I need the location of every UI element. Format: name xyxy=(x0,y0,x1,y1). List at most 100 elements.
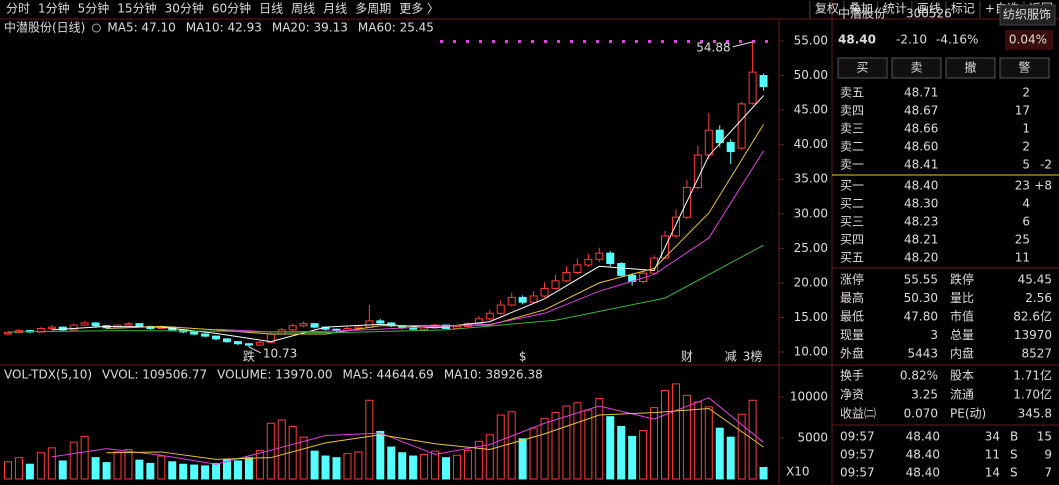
trade-button[interactable] xyxy=(999,57,1050,79)
price: 48.40 xyxy=(838,33,876,47)
book-label: 卖四 xyxy=(840,104,864,118)
limit-marker xyxy=(739,40,742,43)
tab[interactable]: 30分钟 xyxy=(165,1,204,16)
toolbar-button[interactable]: 叠加 xyxy=(849,2,873,16)
candle-body xyxy=(540,287,549,297)
stat-value: 2.56 xyxy=(1025,291,1052,305)
trade-price: 48.40 xyxy=(906,466,940,480)
limit-marker xyxy=(765,40,768,43)
sector[interactable]: 纺织服饰 xyxy=(1003,8,1051,22)
event-marker[interactable]: 跌 xyxy=(243,349,255,364)
volume-bar xyxy=(409,455,418,480)
volume-bar xyxy=(737,413,746,480)
book-price: 48.60 xyxy=(904,140,938,154)
candle-body xyxy=(233,341,242,345)
stat-value: 8527 xyxy=(1021,347,1052,361)
trade-count: 15 xyxy=(1037,430,1052,444)
trade-button-label[interactable]: 卖 xyxy=(910,61,922,75)
volume-bar xyxy=(47,447,56,480)
trade-price: 48.40 xyxy=(906,448,940,462)
trade-button-label[interactable]: 警 xyxy=(1018,60,1030,75)
volume-bar xyxy=(518,438,527,480)
book-volume: 17 xyxy=(1015,104,1030,118)
tab[interactable]: 15分钟 xyxy=(117,1,156,16)
tab[interactable]: 周线 xyxy=(291,2,315,16)
trade-button-label[interactable]: 买 xyxy=(856,61,868,75)
book-label: 买五 xyxy=(840,251,864,265)
volume-bar xyxy=(595,398,604,480)
trade-button[interactable] xyxy=(945,57,996,79)
stat-label: 内盘 xyxy=(950,346,974,361)
tab[interactable]: 分时 xyxy=(6,2,30,16)
event-marker[interactable]: 财 xyxy=(681,350,693,364)
candle-body xyxy=(47,326,56,330)
limit-marker xyxy=(466,40,469,43)
y-tick-label: 25.00 xyxy=(794,241,828,255)
ratio-box xyxy=(1005,30,1053,50)
volume-bar xyxy=(157,455,166,480)
volume-bar xyxy=(485,434,494,480)
settings-icon[interactable] xyxy=(91,23,101,33)
limit-marker xyxy=(492,40,495,43)
tab[interactable]: 日线 xyxy=(259,2,283,16)
volume-bar xyxy=(704,406,713,480)
book-price: 48.20 xyxy=(904,251,938,265)
volume-bar xyxy=(606,416,615,480)
candle-body xyxy=(212,335,221,340)
stat-value: 55.55 xyxy=(904,273,938,287)
event-marker[interactable]: $ xyxy=(519,350,527,364)
candle-body xyxy=(551,280,560,289)
toolbar-button[interactable]: 复权 xyxy=(815,2,839,16)
tab[interactable]: 更多 〉 xyxy=(399,2,439,16)
volume-bar xyxy=(69,441,78,480)
info-label: 净资 xyxy=(840,388,864,402)
y-tick-label: 10.00 xyxy=(794,345,828,359)
y-tick-label: 20.00 xyxy=(794,275,828,289)
info-label: 股本 xyxy=(950,369,974,383)
limit-marker xyxy=(479,40,482,43)
book-label: 卖一 xyxy=(840,158,864,172)
book-price: 48.41 xyxy=(904,158,938,172)
candle-body xyxy=(584,258,593,266)
tab[interactable]: 60分钟 xyxy=(212,1,251,16)
volume-bar xyxy=(562,405,571,480)
tab[interactable]: 月线 xyxy=(323,2,347,16)
volume-legend: MA5: 44644.69 xyxy=(343,368,434,382)
tab[interactable]: 多周期 xyxy=(355,2,391,16)
info-label: PE(动) xyxy=(950,407,986,421)
volume-bar xyxy=(14,457,23,480)
trade-time: 09:57 xyxy=(840,448,875,462)
info-value: 0.82% xyxy=(900,369,938,383)
limit-marker xyxy=(648,40,651,43)
stat-value: 5443 xyxy=(907,347,938,361)
volume-bar xyxy=(354,451,363,480)
volume-ma-line xyxy=(51,397,764,465)
stat-label: 涨停 xyxy=(840,272,864,287)
volume-bar xyxy=(310,450,319,480)
stat-value: 50.30 xyxy=(904,291,938,305)
trade-button-label[interactable]: 撤 xyxy=(964,60,976,75)
trade-button[interactable] xyxy=(891,57,942,79)
stat-label: 最低 xyxy=(840,310,864,324)
sector-box[interactable] xyxy=(999,4,1056,26)
limit-marker xyxy=(700,40,703,43)
toolbar-button[interactable]: 画线 xyxy=(917,2,941,16)
event-marker[interactable]: 3榜 xyxy=(743,349,763,364)
volume-ma-line xyxy=(106,407,764,460)
toolbar-button[interactable]: 统计 xyxy=(883,2,907,16)
event-marker[interactable]: 减 xyxy=(725,350,737,364)
trade-volume: 14 xyxy=(985,466,1000,480)
volume-bar xyxy=(102,462,111,480)
candle-body xyxy=(474,318,483,325)
volume-bar xyxy=(474,440,483,480)
tab[interactable]: 5分钟 xyxy=(78,1,110,16)
volume-bar xyxy=(650,407,659,480)
tab[interactable]: 1分钟 xyxy=(38,1,70,16)
candle-body xyxy=(354,326,363,330)
candle-body xyxy=(715,129,724,144)
trade-button[interactable] xyxy=(837,57,888,79)
candle-body xyxy=(452,325,461,330)
toolbar-button[interactable]: 标记 xyxy=(951,2,975,16)
